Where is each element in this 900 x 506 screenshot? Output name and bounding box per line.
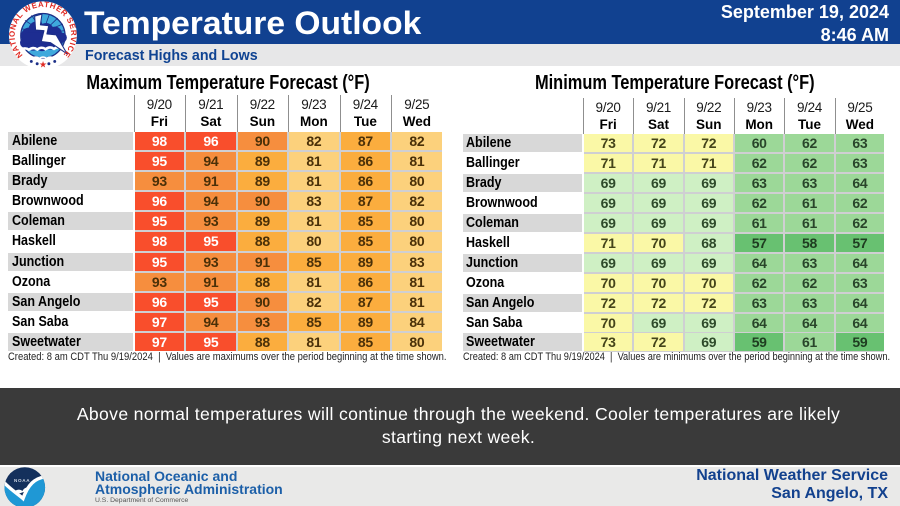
svg-text:NOAA: NOAA bbox=[14, 478, 30, 483]
svg-text:★: ★ bbox=[39, 60, 47, 70]
